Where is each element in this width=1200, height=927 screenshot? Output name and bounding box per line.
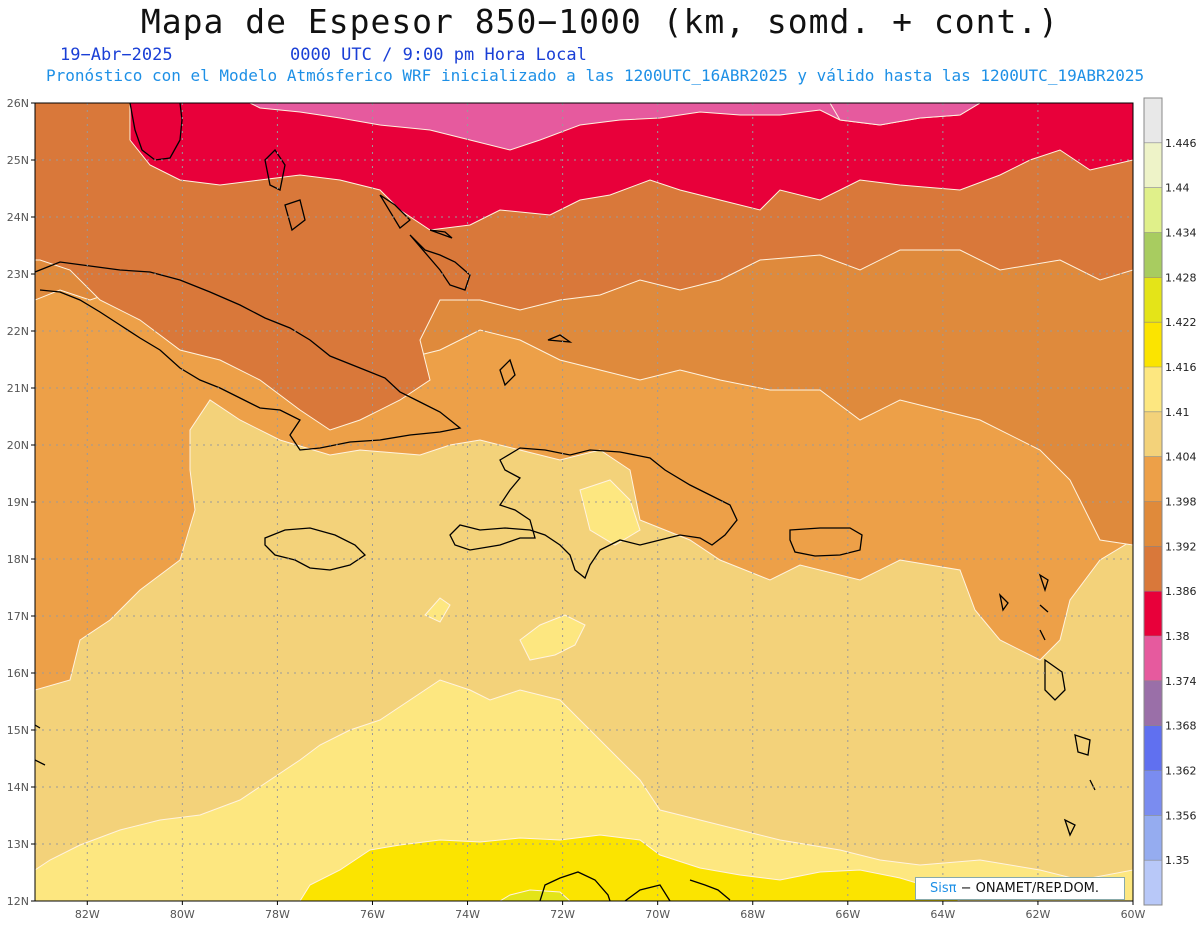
colorbar-swatch [1144, 456, 1162, 502]
contour-fill-1416 [299, 834, 961, 901]
contour-fill-1410-patch-a [519, 614, 586, 661]
lon-label: 70W [645, 908, 670, 921]
coastline-puerto-rico [789, 527, 863, 557]
colorbar-level-label: 1.362 [1165, 765, 1197, 778]
lat-label: 26N [7, 97, 29, 110]
colorbar-level-label: 1.398 [1165, 496, 1197, 509]
lat-label: 24N [7, 211, 29, 224]
coastlines [35, 103, 1096, 901]
lat-label: 16N [7, 667, 29, 680]
colorbar-level-label: 1.434 [1165, 227, 1197, 240]
contour-fill-1374-east [829, 103, 981, 126]
map-title: Mapa de Espesor 850−1000 (km, somd. + co… [140, 2, 1060, 41]
colorbar-swatch [1144, 501, 1162, 547]
filled-contours [35, 103, 1133, 901]
coastline-cuba [35, 261, 462, 451]
credit-box: Sisπ − ONAMET/REP.DOM. [915, 877, 1125, 900]
colorbar-swatch [1144, 142, 1162, 188]
latitude-labels: 26N 25N 24N 23N 22N 21N 20N 19N 18N 17N 16N 15N 14N 1… [7, 97, 35, 908]
colorbar-level-label: 1.41 [1165, 406, 1190, 419]
lon-label: 62W [1025, 908, 1050, 921]
colorbar-level-label: 1.392 [1165, 540, 1197, 553]
sispi-logo: Sisπ [930, 881, 957, 896]
coastline-bahamas [264, 148, 573, 387]
lat-label: 25N [7, 154, 29, 167]
lat-label: 17N [7, 610, 29, 623]
lon-label: 78W [265, 908, 290, 921]
coastline-south-america [539, 871, 731, 901]
colorbar-swatch [1144, 546, 1162, 592]
colorbar-level-label: 1.38 [1165, 630, 1190, 643]
lon-label: 82W [75, 908, 100, 921]
coastline-lesser-antilles [998, 573, 1096, 837]
colorbar-swatch [1144, 591, 1162, 636]
lon-label: 66W [835, 908, 860, 921]
colorbar-swatch [1144, 277, 1162, 323]
colorbar-level-label: 1.404 [1165, 451, 1197, 464]
lat-label: 19N [7, 496, 29, 509]
lat-label: 22N [7, 325, 29, 338]
lat-label: 23N [7, 268, 29, 281]
lat-label: 15N [7, 724, 29, 737]
lon-label: 64W [930, 908, 955, 921]
colorbar-level-label: 1.374 [1165, 675, 1197, 688]
lat-label: 12N [7, 895, 29, 908]
colorbar-swatch [1144, 411, 1162, 457]
colorbar-level-label: 1.35 [1165, 854, 1190, 867]
longitude-labels: 82W 80W 78W 76W 74W 72W 70W 68W 66W 64W 62W 60W [75, 901, 1146, 921]
lat-label: 18N [7, 553, 29, 566]
colorbar-level-label: 1.368 [1165, 720, 1197, 733]
colorbar-level-label: 1.422 [1165, 316, 1197, 329]
contour-fill-1380 [129, 103, 1133, 231]
colorbar-level-label: 1.386 [1165, 585, 1197, 598]
lon-label: 76W [360, 908, 385, 921]
lon-label: 68W [740, 908, 765, 921]
date-label: 19−Abr−2025 [60, 45, 173, 65]
colorbar-swatch [1144, 815, 1162, 861]
valid-time-label: 0000 UTC / 9:00 pm Hora Local [290, 45, 587, 65]
colorbar-level-label: 1.416 [1165, 361, 1197, 374]
colorbar-swatch [1144, 725, 1162, 771]
contour-fill-1386 [35, 103, 1133, 431]
colorbar-level-label: 1.356 [1165, 809, 1197, 822]
coastline-florida [129, 103, 183, 161]
colorbar-level-label: 1.44 [1165, 182, 1190, 195]
lat-label: 13N [7, 838, 29, 851]
contour-fill-1410 [35, 679, 1133, 901]
colorbar-swatch [1144, 187, 1162, 233]
colorbar-swatch [1144, 636, 1162, 681]
contour-fill-1410-patch-c [424, 597, 451, 623]
forecast-description: Pronóstico con el Modelo Atmósferico WRF… [46, 66, 1145, 85]
colorbar: 1.446 1.44 1.434 1.428 1.422 1.416 1.41 1.404 1.… [1143, 97, 1197, 906]
colorbar-level-label: 1.428 [1165, 271, 1197, 284]
coastline-jamaica [264, 527, 367, 571]
coastline-hispaniola [449, 447, 738, 580]
colorbar-swatch [1144, 860, 1162, 905]
colorbar-swatch [1144, 680, 1162, 726]
lat-label: 14N [7, 781, 29, 794]
colorbar-level-label: 1.446 [1165, 137, 1197, 150]
lon-label: 80W [170, 908, 195, 921]
coastline-central-america [35, 724, 46, 766]
colorbar-swatch [1144, 232, 1162, 278]
colorbar-swatch [1144, 770, 1162, 816]
credit-org: − ONAMET/REP.DOM. [960, 881, 1100, 896]
lat-label: 21N [7, 382, 29, 395]
lat-label: 20N [7, 439, 29, 452]
lon-label: 60W [1121, 908, 1146, 921]
lon-label: 72W [550, 908, 575, 921]
colorbar-swatch [1144, 98, 1162, 143]
colorbar-swatch [1144, 322, 1162, 367]
contour-fill-1422 [499, 889, 571, 901]
colorbar-swatch [1144, 367, 1162, 412]
contour-fill-1410-patch-b [579, 479, 641, 546]
lon-label: 74W [455, 908, 480, 921]
